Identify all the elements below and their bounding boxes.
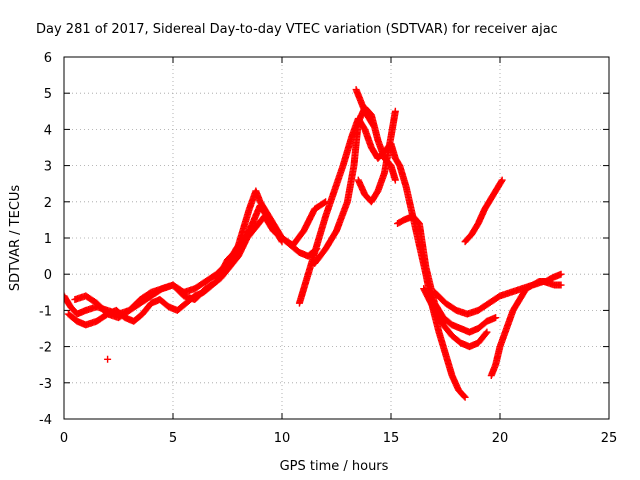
data-point xyxy=(460,392,468,400)
x-tick-labels: 0 5 10 15 20 25 xyxy=(60,431,617,446)
data-point xyxy=(277,236,285,244)
data-point xyxy=(482,329,490,337)
y-axis-label: SDTVAR / TECUs xyxy=(8,185,23,292)
y-tick-label: -4 xyxy=(39,413,52,428)
data-point xyxy=(483,328,491,336)
y-tick-label: -2 xyxy=(39,341,52,356)
x-tick-label: 25 xyxy=(601,431,618,446)
series-track-6 xyxy=(352,86,378,130)
data-point xyxy=(391,107,399,115)
y-tick-label: 3 xyxy=(44,160,52,175)
x-axis-label: GPS time / hours xyxy=(280,459,389,474)
series-track-7 xyxy=(354,107,399,206)
data-point xyxy=(492,314,500,322)
y-tick-label: -1 xyxy=(39,304,52,319)
data-point xyxy=(370,122,378,130)
y-tick-label: 5 xyxy=(44,87,52,102)
data-points xyxy=(64,86,565,401)
data-point xyxy=(320,199,328,207)
x-tick-label: 5 xyxy=(169,431,177,446)
data-point xyxy=(64,292,68,300)
data-point xyxy=(278,238,286,246)
series-track-12 xyxy=(487,270,565,380)
y-tick-label: 6 xyxy=(44,51,52,66)
x-tick-label: 15 xyxy=(383,431,400,446)
data-point xyxy=(104,355,112,363)
axis-ticks xyxy=(63,56,610,420)
data-point xyxy=(391,176,399,184)
data-point xyxy=(369,121,377,129)
y-tick-labels: -4 -3 -2 -1 0 1 2 3 4 5 6 xyxy=(39,51,52,428)
series-track-8 xyxy=(394,212,500,336)
plot-area xyxy=(64,86,565,401)
data-point xyxy=(557,270,565,278)
x-tick-label: 10 xyxy=(274,431,291,446)
data-point xyxy=(497,177,505,185)
x-tick-label: 0 xyxy=(60,431,68,446)
x-tick-label: 20 xyxy=(492,431,509,446)
y-tick-label: 4 xyxy=(44,123,52,138)
chart-title: Day 281 of 2017, Sidereal Day-to-day VTE… xyxy=(36,22,558,37)
data-point xyxy=(498,176,506,184)
y-tick-label: 0 xyxy=(44,268,52,283)
series-track-13 xyxy=(104,355,112,363)
series-track-9 xyxy=(420,285,491,351)
series-track-11 xyxy=(461,176,506,246)
plot-frame xyxy=(63,56,610,420)
data-point xyxy=(557,281,565,289)
data-point xyxy=(461,393,469,401)
series-track-3 xyxy=(71,201,286,322)
y-tick-label: 1 xyxy=(44,232,52,247)
y-tick-label: -3 xyxy=(39,377,52,392)
y-tick-label: 2 xyxy=(44,196,52,211)
